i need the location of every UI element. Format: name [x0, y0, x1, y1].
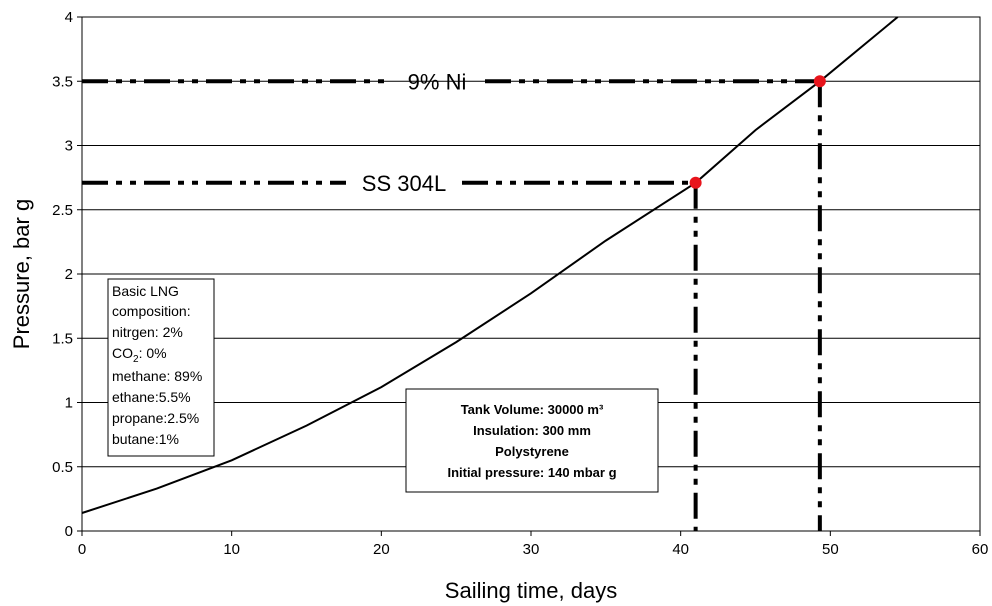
y-tick-label: 4: [65, 9, 73, 26]
plot-frame: [81, 16, 981, 532]
x-tick-label: 40: [672, 541, 689, 558]
y-tick-label: 1: [65, 395, 73, 412]
tank-line: Insulation: 300 mm: [473, 423, 591, 438]
data-point-marker: [689, 176, 702, 189]
y-tick-label: 3.5: [52, 73, 73, 90]
x-axis-title: Sailing time, days: [445, 578, 617, 603]
composition-line-co2: CO2: 0%: [112, 345, 167, 365]
reference-label: SS 304L: [362, 171, 446, 196]
y-axis-title: Pressure, bar g: [9, 199, 34, 349]
y-tick-label: 1.5: [52, 330, 73, 347]
reference-label: 9% Ni: [408, 69, 467, 94]
y-tick-labels: 0 0.5 1 1.5 2 2.5 3 3.5 4: [52, 9, 82, 540]
composition-line: ethane:5.5%: [112, 389, 191, 405]
data-point-marker: [813, 75, 826, 88]
x-tick-labels: 0 10 20 30 40 50 60: [78, 531, 989, 558]
x-tick-label: 30: [523, 541, 540, 558]
tank-line: Initial pressure: 140 mbar g: [447, 465, 616, 480]
composition-line: composition:: [112, 303, 191, 319]
composition-line: nitrgen: 2%: [112, 324, 183, 340]
y-tick-label: 2: [65, 266, 73, 283]
x-tick-label: 50: [822, 541, 839, 558]
composition-box: Basic LNG composition: nitrgen: 2% CO2: …: [107, 278, 215, 457]
y-tick-label: 0: [65, 523, 73, 540]
x-tick-label: 20: [373, 541, 390, 558]
y-tick-label: 3: [65, 138, 73, 155]
tank-box: Tank Volume: 30000 m³ Insulation: 300 mm…: [405, 388, 659, 493]
composition-line: methane: 89%: [112, 368, 202, 384]
tank-line: Tank Volume: 30000 m³: [461, 402, 604, 417]
x-tick-label: 60: [972, 541, 989, 558]
x-tick-label: 10: [223, 541, 240, 558]
x-tick-label: 0: [78, 541, 86, 558]
composition-line: butane:1%: [112, 431, 179, 447]
y-tick-label: 2.5: [52, 202, 73, 219]
composition-line: Basic LNG: [112, 283, 179, 299]
markers: [689, 75, 826, 189]
tank-line: Polystyrene: [495, 444, 569, 459]
y-tick-label: 0.5: [52, 459, 73, 476]
composition-line: propane:2.5%: [112, 410, 199, 426]
pressure-curve: [81, 16, 899, 514]
reference-lines: 9% Ni SS 304L: [82, 69, 822, 531]
